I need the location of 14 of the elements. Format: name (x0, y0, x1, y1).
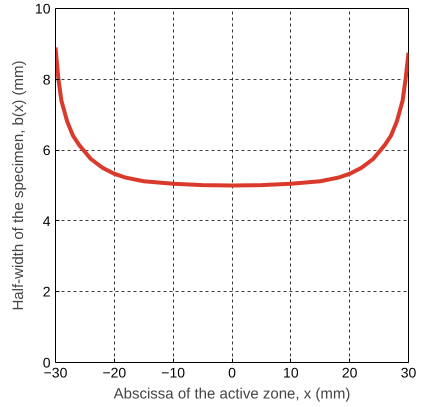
y-tick-label: 10 (34, 0, 51, 16)
line-series (56, 45, 408, 188)
y-tick-label: 8 (42, 71, 51, 88)
x-tick-label: −10 (161, 364, 186, 380)
y-tick-label: 6 (42, 142, 51, 158)
x-tick-label: 0 (228, 364, 236, 380)
x-tick-label: 30 (400, 364, 416, 380)
x-tick-label: 10 (283, 364, 299, 380)
x-axis-title: Abscissa of the active zone, x (mm) (114, 386, 350, 402)
y-axis-title: Half-width of the specimen, b(x) (mm) (10, 60, 27, 311)
x-tick-label: 20 (342, 364, 358, 380)
y-tick-label: 2 (42, 284, 51, 300)
x-tick-label: −20 (102, 364, 126, 380)
y-tick-label: 4 (42, 212, 51, 229)
